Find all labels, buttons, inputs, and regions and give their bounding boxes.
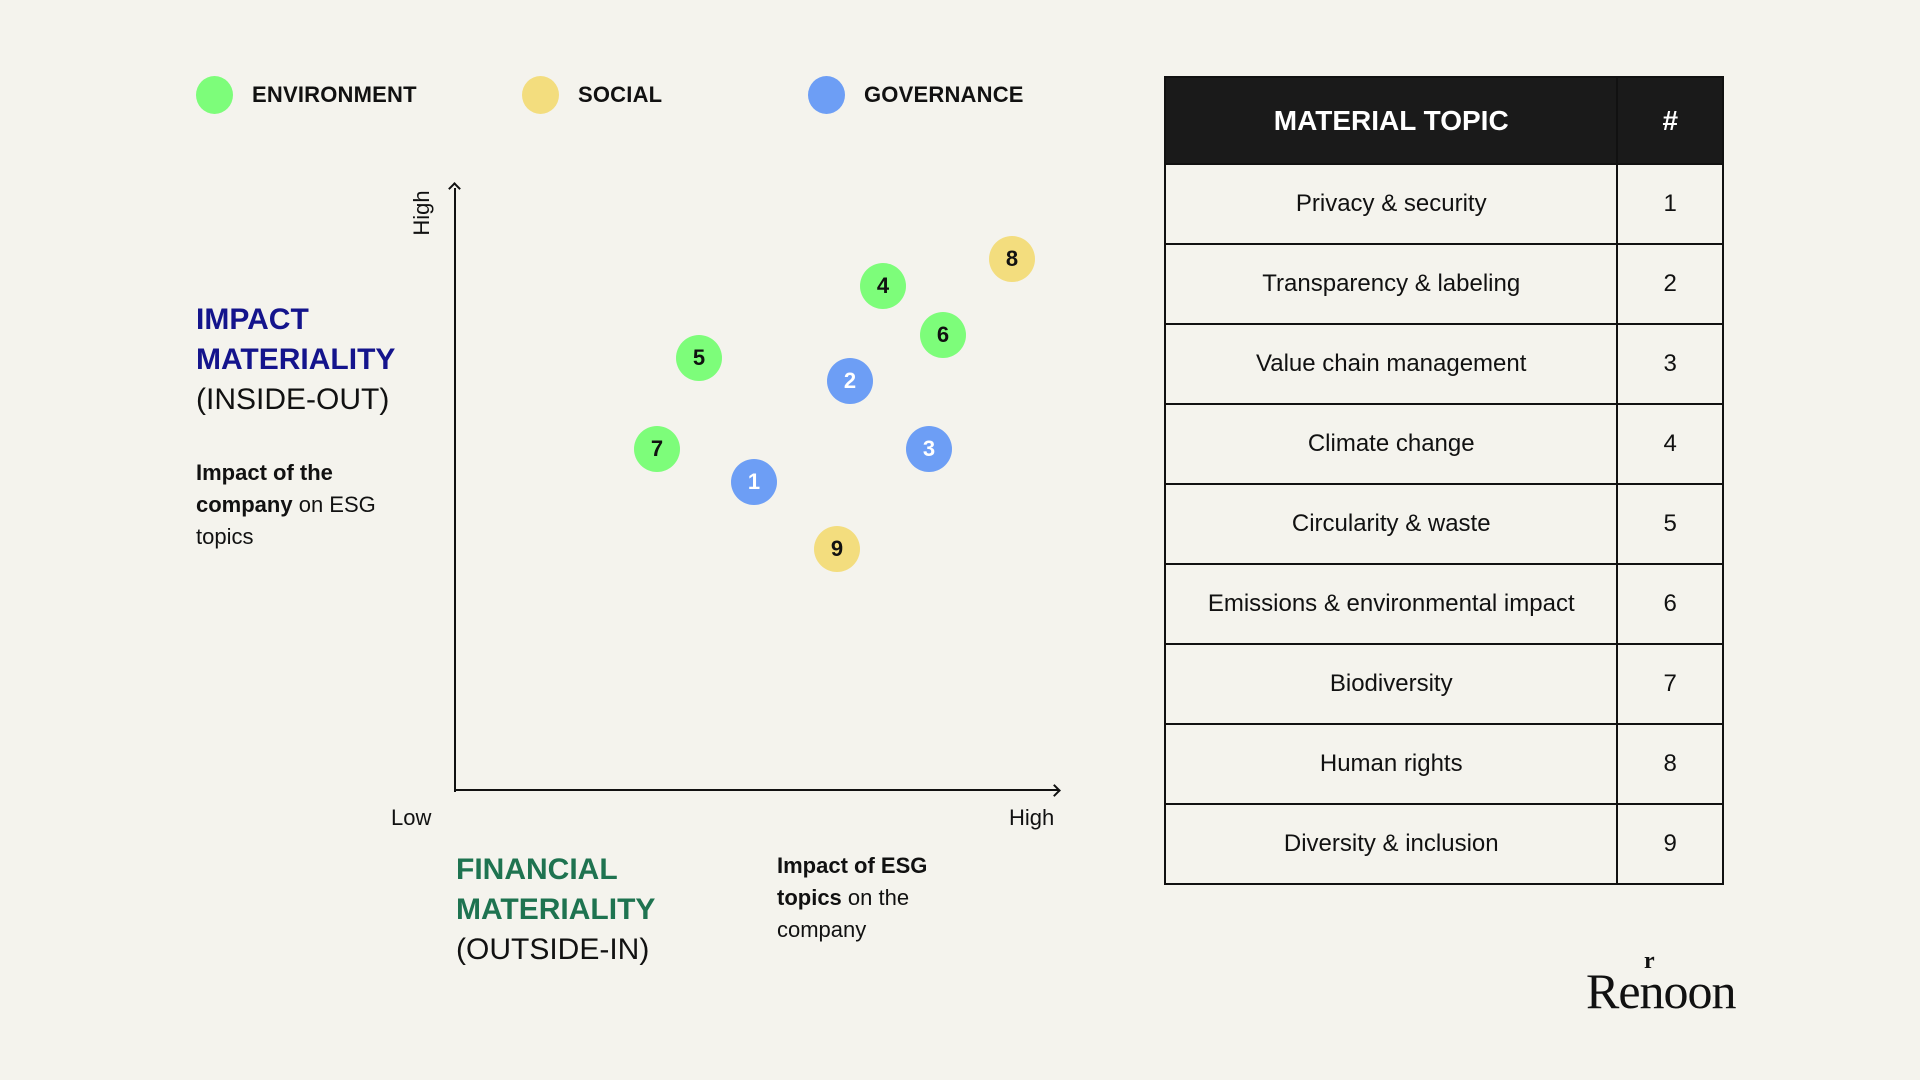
table-row: Emissions & environmental impact 6 xyxy=(1163,563,1724,645)
governance-dot-icon xyxy=(808,76,845,114)
table-row: Human rights 8 xyxy=(1163,723,1724,805)
environment-dot-icon xyxy=(196,76,233,114)
y-axis-arrow-icon xyxy=(448,182,461,195)
scatter-point-2: 2 xyxy=(827,358,873,404)
scatter-point-8: 8 xyxy=(989,236,1035,282)
x-axis-description-bold: Impact of ESG topics xyxy=(777,853,928,910)
y-axis-high-label: High xyxy=(409,190,434,236)
header-number: # xyxy=(1616,76,1724,165)
number-cell: 8 xyxy=(1616,723,1724,805)
topic-cell: Diversity & inclusion xyxy=(1163,803,1619,885)
legend-label: ENVIRONMENT xyxy=(252,82,417,107)
x-axis-title-line2: MATERIALITY xyxy=(456,893,656,926)
y-axis-line xyxy=(454,188,456,792)
y-axis-description-rest: on ESG topics xyxy=(196,492,376,549)
topic-cell: Emissions & environmental impact xyxy=(1163,563,1619,645)
number-cell: 5 xyxy=(1616,483,1724,565)
table-row: Climate change 4 xyxy=(1163,403,1724,485)
legend-label: GOVERNANCE xyxy=(864,82,1024,107)
x-axis-arrow-icon xyxy=(1048,784,1061,797)
scatter-point-5: 5 xyxy=(676,335,722,381)
y-axis-description: Impact of the company on ESG topics xyxy=(196,457,406,553)
y-axis-description-bold: Impact of the company xyxy=(196,460,333,517)
number-cell: 4 xyxy=(1616,403,1724,485)
x-axis-subtitle: (OUTSIDE-IN) xyxy=(456,933,650,966)
table-header-row: MATERIAL TOPIC # xyxy=(1163,76,1724,165)
y-axis-title-line1: IMPACT xyxy=(196,303,309,336)
table-row: Diversity & inclusion 9 xyxy=(1163,803,1724,885)
topic-cell: Human rights xyxy=(1163,723,1619,805)
number-cell: 1 xyxy=(1616,163,1724,245)
legend-item-governance: GOVERNANCE xyxy=(808,76,1024,114)
topic-cell: Value chain management xyxy=(1163,323,1619,405)
scatter-point-7: 7 xyxy=(634,426,680,472)
table-row: Transparency & labeling 2 xyxy=(1163,243,1724,325)
legend-item-environment: ENVIRONMENT xyxy=(196,76,417,114)
number-cell: 3 xyxy=(1616,323,1724,405)
number-cell: 9 xyxy=(1616,803,1724,885)
x-axis-line xyxy=(454,789,1058,791)
x-axis-description-rest: on the company xyxy=(777,885,910,942)
table-row: Biodiversity 7 xyxy=(1163,643,1724,725)
scatter-point-6: 6 xyxy=(920,312,966,358)
header-material-topic: MATERIAL TOPIC xyxy=(1163,76,1619,165)
table-row: Privacy & security 1 xyxy=(1163,163,1724,245)
logo-wordmark: Renoon xyxy=(1586,963,1737,1019)
table-row: Circularity & waste 5 xyxy=(1163,483,1724,565)
topic-cell: Climate change xyxy=(1163,403,1619,485)
y-axis-title-line2: MATERIALITY xyxy=(196,343,396,376)
x-axis-high-label: High xyxy=(1009,805,1055,830)
table-row: Value chain management 3 xyxy=(1163,323,1724,405)
topic-cell: Privacy & security xyxy=(1163,163,1619,245)
scatter-point-1: 1 xyxy=(731,459,777,505)
scatter-point-3: 3 xyxy=(906,426,952,472)
y-axis-title: IMPACT MATERIALITY (INSIDE-OUT) xyxy=(196,300,395,420)
number-cell: 6 xyxy=(1616,563,1724,645)
number-cell: 2 xyxy=(1616,243,1724,325)
y-axis-subtitle: (INSIDE-OUT) xyxy=(196,383,390,416)
social-dot-icon xyxy=(522,76,559,114)
legend-item-social: SOCIAL xyxy=(522,76,662,114)
scatter-point-9: 9 xyxy=(814,526,860,572)
topic-cell: Transparency & labeling xyxy=(1163,243,1619,325)
x-axis-low-label: Low xyxy=(391,805,432,830)
topic-cell: Circularity & waste xyxy=(1163,483,1619,565)
topic-cell: Biodiversity xyxy=(1163,643,1619,725)
x-axis-description: Impact of ESG topics on the company xyxy=(777,850,957,946)
x-axis-title-line1: FINANCIAL xyxy=(456,853,618,886)
logo-mark-icon: r xyxy=(1644,948,1655,974)
material-topics-table: MATERIAL TOPIC # Privacy & security 1 Tra… xyxy=(1163,76,1724,885)
number-cell: 7 xyxy=(1616,643,1724,725)
legend-label: SOCIAL xyxy=(578,82,663,107)
scatter-point-4: 4 xyxy=(860,263,906,309)
x-axis-title: FINANCIAL MATERIALITY (OUTSIDE-IN) xyxy=(456,850,655,970)
